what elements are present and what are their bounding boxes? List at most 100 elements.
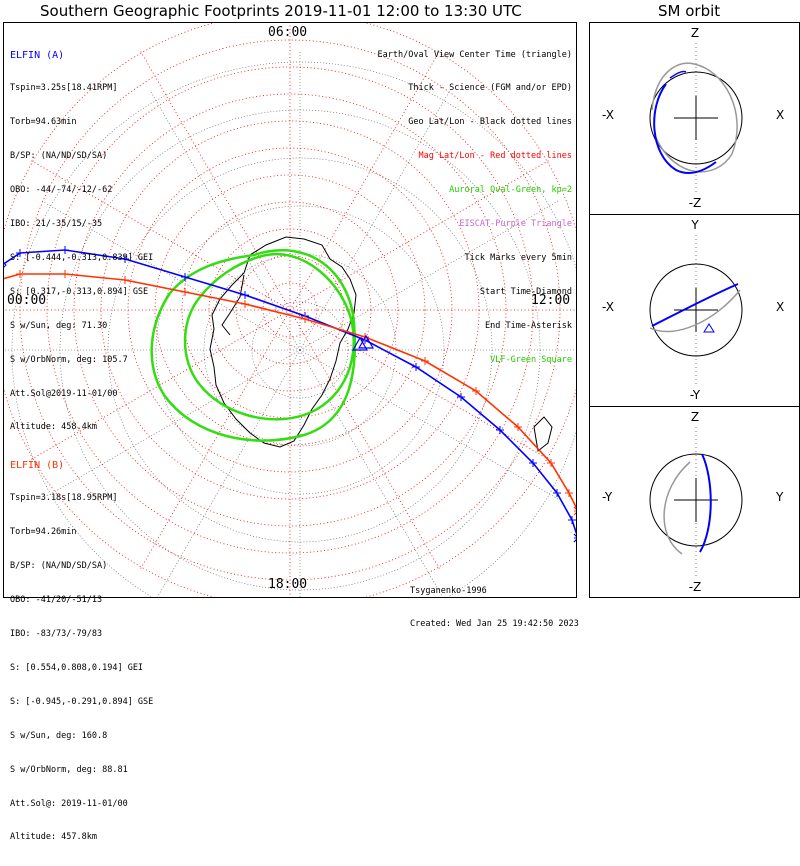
tick-mark (241, 291, 249, 299)
elfin-b-line: Altitude: 457.8km (10, 832, 97, 843)
tick-mark (568, 516, 576, 524)
elfin-b-line: B/SP: (NA/ND/SD/SA) (10, 561, 108, 572)
tick-mark (529, 459, 537, 467)
end-asterisk-marker (573, 533, 576, 543)
elfin-a-line: Altitude: 458.4km (10, 422, 97, 433)
sm-axis-label: Y (775, 490, 784, 504)
page-title: Southern Geographic Footprints 2019-11-0… (40, 2, 522, 20)
mag-lat-circle (46, 66, 534, 554)
geo-lon-line (157, 349, 301, 597)
mag-lat-circle (262, 282, 318, 338)
tick-mark (421, 357, 429, 365)
elfin-a-name: ELFIN (A) (10, 49, 65, 61)
tick-mark (181, 273, 189, 281)
elfin-a-line: Att.Sol@2019-11-01/00 (10, 388, 118, 399)
elfin-a-line: Torb=94.63min (10, 117, 77, 128)
elfin-b-info: ELFIN (B) Tspin=3.18s[18.95RPM] Torb=94.… (10, 437, 153, 866)
elfin-b-line: IBO: -83/73/-79/83 (10, 629, 103, 640)
tick-mark (457, 393, 465, 401)
orbit-a-path (653, 83, 717, 174)
elfin-a-line: S: [0.317,-0.313,0.894] GSE (10, 286, 149, 297)
sm-axis-label: -Z (689, 196, 702, 210)
tick-mark (565, 489, 573, 497)
elfin-b-line: S w/Sun, deg: 160.8 (10, 730, 108, 741)
tick-mark (241, 300, 249, 308)
tick-mark (61, 270, 69, 278)
sm-orbit-title: SM orbit (658, 2, 721, 20)
tick-mark (16, 270, 24, 278)
elfin-a-line: Tspin=3.25s[18.41RPM] (10, 83, 118, 94)
tick-mark (121, 276, 129, 284)
orbit-a-path (669, 70, 687, 79)
mlt-label-left: 00:00 (7, 293, 47, 308)
footprint-polar-plot (4, 23, 576, 597)
mag-lon-line (289, 309, 441, 571)
sm-orbit-xz-plot: Z -Z -X X (602, 26, 784, 210)
tick-mark (412, 363, 420, 371)
mag-lat-circle (154, 174, 426, 446)
mag-lat-circle (73, 93, 507, 527)
legend: Earth/Oval View Center Time (triangle) T… (378, 27, 572, 389)
geo-lon-line (40, 199, 301, 351)
elfin-a-line: B/SP: (NA/ND/SD/SA) (10, 151, 108, 162)
sm-axis-label: -Z (689, 580, 702, 594)
end-asterisk-marker (573, 506, 576, 516)
legend-item: Earth/Oval View Center Time (triangle) (377, 49, 572, 60)
elfin-a-line: S: [-0.444,-0.313,0.839] GEI (10, 252, 154, 263)
tick-mark (181, 288, 189, 296)
sm-axis-label: -Y (602, 490, 613, 504)
sm-axis-label: Y (690, 218, 699, 232)
antarctica-outline (209, 236, 357, 448)
mag-lon-line (29, 159, 291, 311)
legend-item: Tick Marks every 5min (464, 252, 572, 263)
orbit-b-path (649, 289, 741, 333)
tick-mark (547, 459, 555, 467)
tick-mark (514, 423, 522, 431)
earth-circle (649, 453, 743, 547)
tick-mark (472, 387, 480, 395)
legend-item: Auroral Oval-Green, kp=2 (449, 185, 572, 196)
tick-mark (61, 246, 69, 254)
elfin-a-info: ELFIN (A) Tspin=3.25s[18.41RPM] Torb=94.… (10, 27, 153, 456)
elfin-a-line: S w/Sun, deg: 71.30 (10, 320, 108, 331)
sm-orbit-yz-plot: Z -Z -Y Y (602, 410, 784, 594)
sm-axis-label: X (776, 108, 784, 122)
elfin-a-line: IBO: 21/-35/15/-35 (10, 219, 103, 230)
orbit-b-path (663, 461, 691, 555)
sm-axis-label: -X (602, 108, 614, 122)
elfin-b-line: S: [0.554,0.808,0.194] GEI (10, 662, 144, 673)
mag-lon-line (289, 309, 551, 461)
auroral-oval-outer (150, 249, 357, 442)
sm-axis-label: -Y (690, 388, 701, 402)
landmass-outline (533, 416, 553, 452)
mlt-label-right: 12:00 (531, 293, 571, 308)
peninsula-outline (221, 274, 245, 336)
elfin-b-line: Tspin=3.18s[18.95RPM] (10, 493, 118, 504)
geo-lon-line (299, 349, 443, 597)
mlt-label-top: 06:00 (268, 25, 308, 40)
legend-item: End Time-Asterisk (485, 320, 572, 331)
geo-lon-line (40, 349, 301, 501)
elfin-b-line: Att.Sol@: 2019-11-01/00 (10, 798, 128, 809)
elfin-b-line: S: [-0.945,-0.291,0.894] GSE (10, 696, 154, 707)
sm-axis-label: X (776, 300, 784, 314)
view-center-triangle (703, 323, 715, 333)
elfin-b-line: Torb=94.26min (10, 527, 77, 538)
elfin-a-line: S w/OrbNorm, deg: 105.7 (10, 354, 128, 365)
legend-item: Start Time-Diamond (479, 286, 572, 297)
sm-axis-label: -X (602, 300, 614, 314)
tick-mark (301, 315, 309, 323)
created-timestamp: Created: Wed Jan 25 19:42:50 2023 (410, 619, 579, 630)
orbit-a-path (651, 283, 739, 327)
mlt-label-bottom: 18:00 (268, 577, 308, 592)
mag-lat-circle (235, 255, 345, 365)
auroral-oval-inner (183, 253, 355, 421)
elfin-b-name: ELFIN (B) (10, 459, 65, 471)
orbit-b-path (651, 62, 738, 173)
geo-lon-line (299, 199, 560, 351)
legend-item: Mag Lat/Lon - Red dotted lines (418, 151, 572, 162)
elfin-b-line: OBO: -41/20/-51/13 (10, 595, 103, 606)
elfin-a-line: OBO: -44/-74/-12/-62 (10, 185, 113, 196)
sm-orbit-xy-plot: Y -Y -X X (602, 218, 784, 402)
geo-lon-line (299, 349, 560, 501)
